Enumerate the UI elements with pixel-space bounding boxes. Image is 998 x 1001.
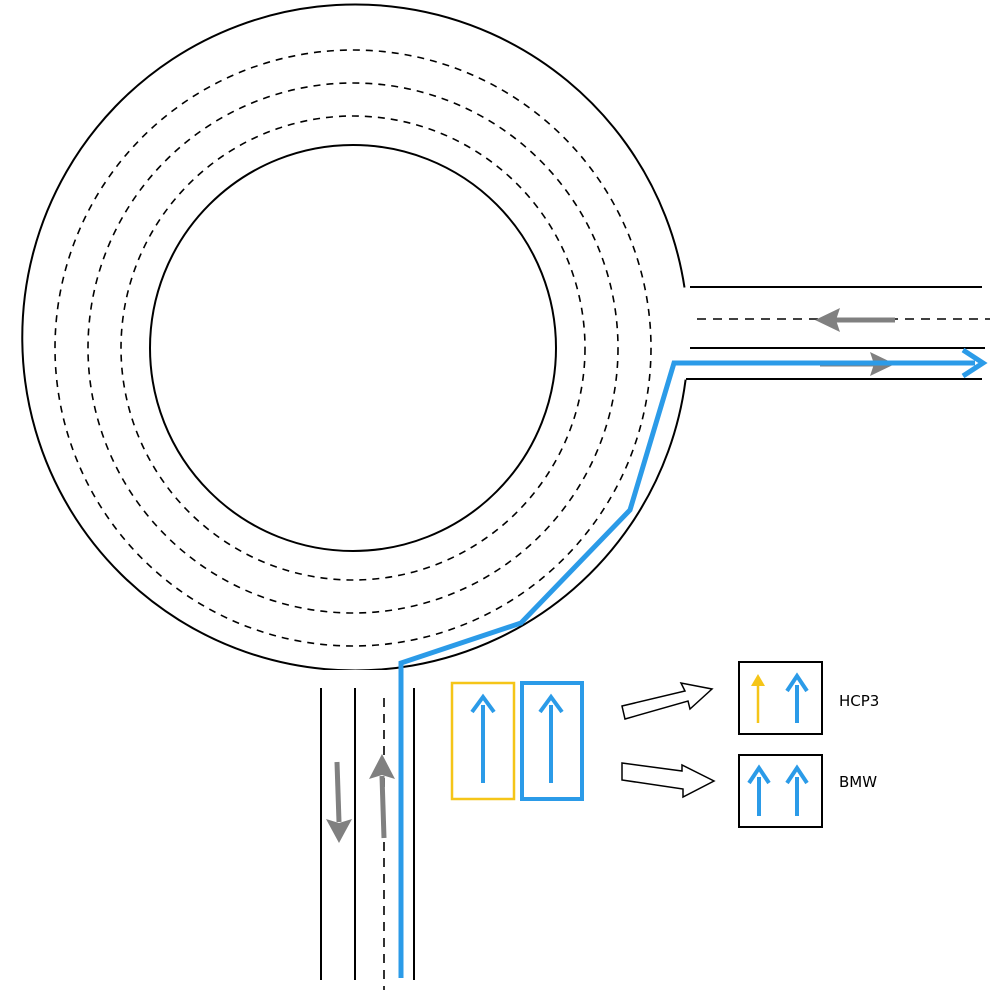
route-line	[398, 360, 975, 978]
roundabout	[21, 3, 687, 672]
up-arrow-icon	[785, 672, 809, 723]
lane-boxes	[450, 681, 584, 801]
south-road	[320, 688, 415, 990]
lane-divider-outer	[54, 49, 652, 647]
label-bmw: BMW	[839, 773, 877, 791]
result-box-hcp3	[738, 661, 823, 735]
up-arrow-icon	[538, 693, 564, 783]
traffic-arrows	[326, 308, 895, 843]
outline-right-arrow-icon	[621, 681, 714, 720]
lane-box-hcp3	[450, 681, 516, 801]
roundabout-island	[149, 144, 557, 552]
route-arrowhead	[961, 347, 988, 379]
gray-arrow-icon	[326, 761, 352, 843]
gray-arrow-icon	[815, 308, 895, 332]
roundabout-outer-edge	[21, 3, 687, 672]
lane-divider-middle	[87, 82, 619, 614]
gray-arrow-icon	[369, 754, 395, 839]
label-hcp3: HCP3	[839, 692, 879, 710]
lane-divider-inner	[120, 115, 586, 581]
result-box-bmw	[738, 754, 823, 828]
outline-right-arrow-icon	[621, 762, 716, 799]
up-arrow-icon	[470, 693, 496, 783]
up-arrow-icon	[785, 764, 809, 816]
pointer-arrows	[621, 681, 716, 799]
up-arrow-icon	[751, 674, 765, 723]
south-road-mask	[322, 670, 414, 688]
lane-box-bmw	[520, 681, 584, 801]
up-arrow-icon	[747, 764, 771, 816]
route-path	[398, 347, 988, 978]
